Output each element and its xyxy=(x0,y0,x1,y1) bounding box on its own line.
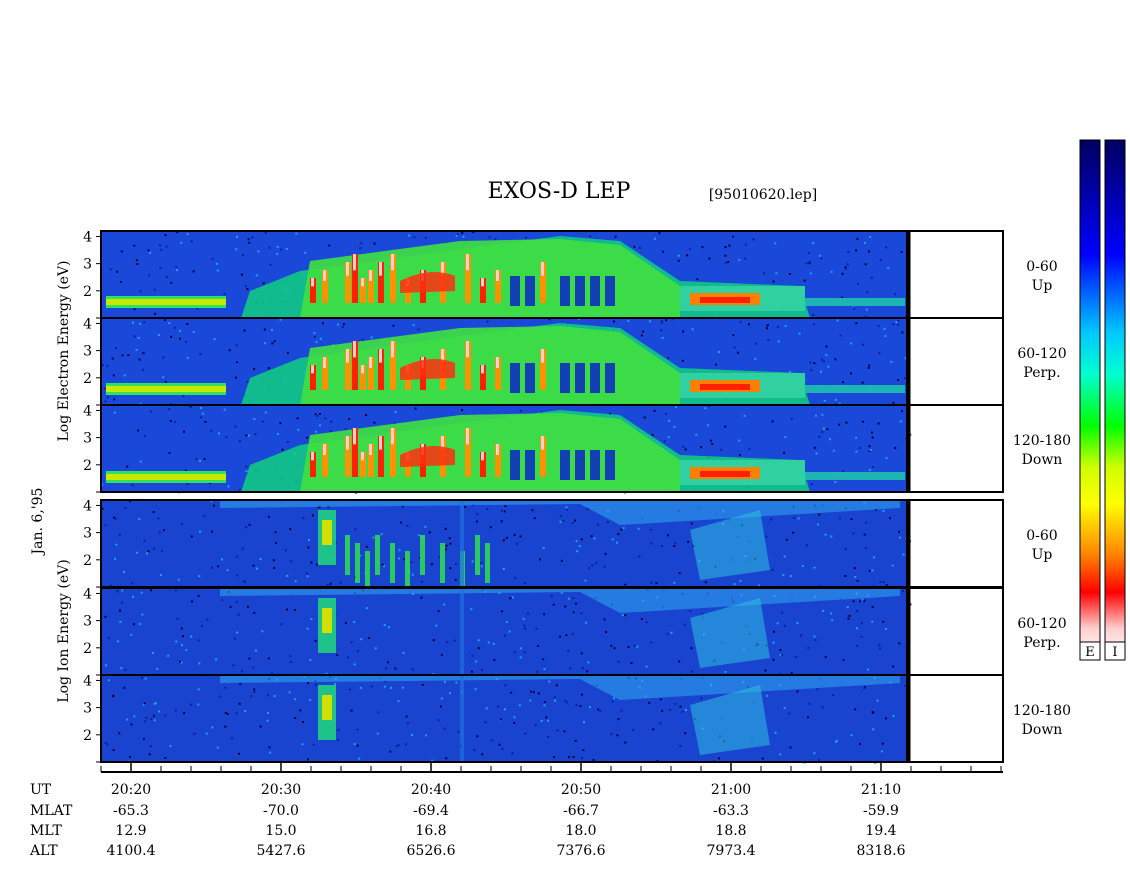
y-tick-label: 2 xyxy=(83,371,92,387)
ephemeris-value: 6526.6 xyxy=(407,843,456,859)
y-tick-label: 2 xyxy=(83,553,92,569)
ephemeris-value: 15.0 xyxy=(265,823,296,839)
electron-y-axis-label: Log Electron Energy (eV) xyxy=(56,260,72,441)
panel-electron-perp: 2 3 4 60-120 Perp. xyxy=(83,316,1067,407)
ephemeris-value: 18.0 xyxy=(565,823,596,839)
panel-angle-label: 0-60 xyxy=(1026,528,1057,544)
ephemeris-value: 5427.6 xyxy=(257,843,306,859)
ephemeris-value: 16.8 xyxy=(415,823,446,839)
y-tick-label: 3 xyxy=(83,701,92,717)
ephemeris-value: 21:00 xyxy=(711,782,751,798)
colorbar-electron: E xyxy=(1079,139,1101,661)
ephemeris-value: 19.4 xyxy=(865,823,896,839)
panel-direction-label: Up xyxy=(1032,278,1053,294)
ephemeris-value: 4100.4 xyxy=(107,843,156,859)
y-tick-label: 4 xyxy=(83,586,92,602)
y-tick-label: 3 xyxy=(83,614,92,630)
ephemeris-value: -65.3 xyxy=(113,803,149,819)
panel-direction-label: Down xyxy=(1022,452,1063,468)
ephemeris-value: 7376.6 xyxy=(557,843,606,859)
panel-ion-down: 2 3 4 120-180 Down xyxy=(83,673,1071,764)
y-tick-label: 4 xyxy=(83,229,92,245)
y-tick-label: 2 xyxy=(83,728,92,744)
y-tick-label: 4 xyxy=(83,498,92,514)
y-tick-label: 3 xyxy=(83,257,92,273)
ion-y-axis-label: Log Ion Energy (eV) xyxy=(56,559,72,702)
panel-direction-label: Down xyxy=(1022,722,1063,738)
y-tick-label: 4 xyxy=(83,403,92,419)
y-tick-label: 3 xyxy=(83,344,92,360)
file-label: [95010620.lep] xyxy=(709,187,817,203)
ephemeris-row-label: UT xyxy=(30,782,52,798)
panel-angle-label: 60-120 xyxy=(1017,616,1066,632)
panel-electron-up: 2 3 4 0-60 Up xyxy=(83,229,1058,320)
y-tick-label: 4 xyxy=(83,316,92,332)
colorbar-label-e: E xyxy=(1085,645,1095,660)
panel-ion-up: 2 3 4 0-60 Up xyxy=(83,498,1058,591)
ephemeris-value: 8318.6 xyxy=(857,843,906,859)
ephemeris-value: 20:50 xyxy=(561,782,601,798)
panel-angle-label: 60-120 xyxy=(1017,346,1066,362)
y-tick-label: 2 xyxy=(83,284,92,300)
panel-angle-label: 120-180 xyxy=(1013,703,1071,719)
ephemeris-row-label: MLT xyxy=(30,823,62,839)
panel-angle-label: 120-180 xyxy=(1013,433,1071,449)
ephemeris-value: 18.8 xyxy=(715,823,746,839)
colorbar-label-i: I xyxy=(1112,645,1117,660)
ephemeris-row-label: ALT xyxy=(29,843,58,859)
chart-title: EXOS-D LEP xyxy=(488,179,631,204)
y-tick-label: 2 xyxy=(83,458,92,474)
ephemeris-value: 20:20 xyxy=(111,782,151,798)
panel-direction-label: Up xyxy=(1032,547,1053,563)
panel-ion-perp: 2 3 4 60-120 Perp. xyxy=(83,586,1067,677)
y-tick-label: 4 xyxy=(83,673,92,689)
ephemeris-value: 12.9 xyxy=(115,823,146,839)
y-tick-label: 3 xyxy=(83,431,92,447)
y-tick-label: 3 xyxy=(83,526,92,542)
ephemeris-value: 20:30 xyxy=(261,782,301,798)
y-tick-label: 2 xyxy=(83,641,92,657)
panel-direction-label: Perp. xyxy=(1023,635,1060,651)
ephemeris-value: 20:40 xyxy=(411,782,451,798)
panel-electron-down: 2 3 4 120-180 Down xyxy=(83,403,1071,494)
ephemeris-value: -66.7 xyxy=(563,803,599,819)
ephemeris-value: 21:10 xyxy=(861,782,901,798)
ephemeris-value: -70.0 xyxy=(263,803,299,819)
ephemeris-value: -63.3 xyxy=(713,803,749,819)
ephemeris-row-label: MLAT xyxy=(30,803,73,819)
ephemeris-value: 7973.4 xyxy=(707,843,756,859)
ephemeris-value: -69.4 xyxy=(413,803,449,819)
ephemeris-value: -59.9 xyxy=(863,803,899,819)
colorbar-ion: I xyxy=(1104,139,1126,661)
panel-direction-label: Perp. xyxy=(1023,365,1060,381)
date-label: Jan. 6,'95 xyxy=(30,488,46,557)
panel-angle-label: 0-60 xyxy=(1026,259,1057,275)
